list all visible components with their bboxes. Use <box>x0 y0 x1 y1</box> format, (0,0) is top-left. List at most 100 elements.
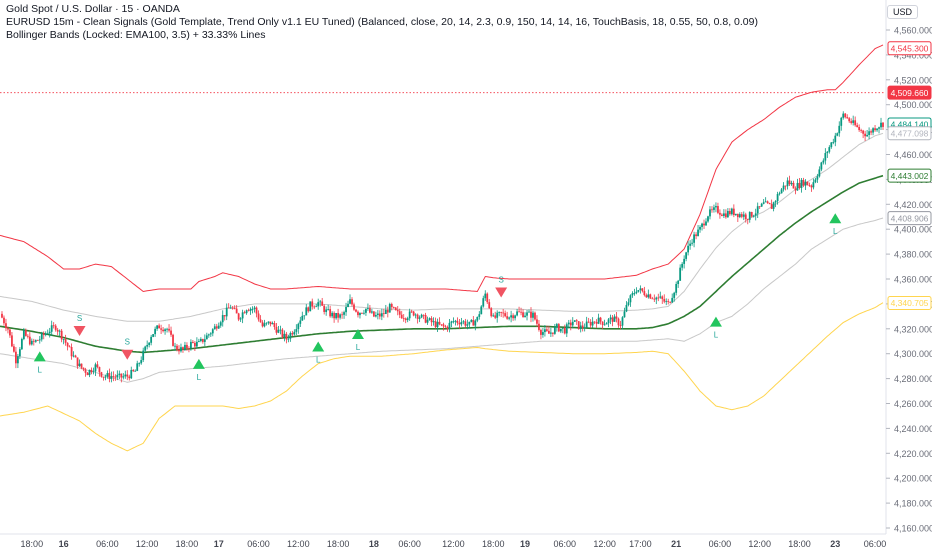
candle-body <box>567 322 570 325</box>
x-tick-label: 19 <box>520 539 530 549</box>
candle-body <box>553 327 556 334</box>
candle-body <box>858 126 861 131</box>
candle-body <box>160 328 162 330</box>
candle-body <box>621 317 624 326</box>
candle-body <box>605 323 608 325</box>
x-tick-label: 18:00 <box>176 539 199 549</box>
y-tick-label: 4,200.000 <box>894 474 932 484</box>
candle-body <box>663 299 666 302</box>
candle-body <box>778 193 781 195</box>
candle-body <box>742 214 745 217</box>
candle-body <box>132 369 135 372</box>
candle-body <box>732 208 735 215</box>
candle-body <box>828 147 831 152</box>
candle-body <box>760 203 763 207</box>
candle-body <box>207 334 210 336</box>
candle-body <box>13 346 15 352</box>
candle-body <box>583 327 586 329</box>
candle-body <box>138 363 141 365</box>
candle-body <box>178 349 180 352</box>
candle-body <box>806 181 809 186</box>
candle-body <box>56 329 59 332</box>
candle-body <box>452 321 455 323</box>
candle-body <box>878 127 880 129</box>
candle-body <box>315 306 318 308</box>
candle-body <box>88 369 91 376</box>
candle-body <box>289 333 292 339</box>
candle-body <box>657 297 660 299</box>
candle-body <box>719 212 721 215</box>
candle-body <box>542 332 544 335</box>
candle-body <box>235 308 238 314</box>
y-tick-label: 4,260.000 <box>894 399 932 409</box>
candle-body <box>205 335 208 340</box>
candle-body <box>46 333 49 335</box>
candle-body <box>880 122 882 128</box>
candle-body <box>607 319 610 324</box>
candle-body <box>645 295 648 298</box>
candle-body <box>619 325 622 327</box>
currency-button[interactable]: USD <box>886 5 918 19</box>
candle-body <box>500 311 503 313</box>
candle-body <box>108 373 111 379</box>
candle-body <box>579 325 582 329</box>
candle-body <box>323 305 326 312</box>
candle-body <box>273 323 276 327</box>
candle-body <box>587 321 590 323</box>
candle-body <box>86 372 89 376</box>
long-signal-marker <box>192 358 205 369</box>
candle-body <box>245 310 248 314</box>
candle-body <box>734 213 737 215</box>
candle-body <box>504 313 507 317</box>
candle-body <box>76 357 79 367</box>
candle-body <box>597 317 600 324</box>
candle-body <box>357 311 359 316</box>
x-tick-label: 23 <box>830 539 840 549</box>
candle-body <box>750 212 753 217</box>
indicator-legend-signals[interactable]: EURUSD 15m - Clean Signals (Gold Templat… <box>6 16 758 28</box>
candle-body <box>62 339 65 340</box>
candle-body <box>681 263 684 268</box>
x-tick-label: 16 <box>59 539 69 549</box>
y-tick-label: 4,280.000 <box>894 374 932 384</box>
candle-body <box>802 179 805 186</box>
candle-body <box>454 320 457 322</box>
candle-body <box>156 325 159 329</box>
indicator-legend-bollinger[interactable]: Bollinger Bands (Locked: EMA100, 3.5) + … <box>6 29 266 41</box>
candle-body <box>26 335 29 337</box>
candle-body <box>9 329 11 336</box>
candle-body <box>715 206 717 208</box>
candle-body <box>728 211 731 215</box>
candle-body <box>526 312 528 316</box>
candle-body <box>782 185 785 190</box>
candle-body <box>430 318 433 323</box>
candle-body <box>866 134 868 137</box>
candle-body <box>738 214 741 218</box>
candle-body <box>154 328 157 335</box>
candle-body <box>142 350 145 361</box>
candle-body <box>870 131 872 133</box>
candle-body <box>40 333 43 340</box>
candle-body <box>150 336 153 343</box>
candle-body <box>547 330 550 334</box>
candle-body <box>277 329 280 333</box>
candle-body <box>502 312 505 314</box>
candle-body <box>432 321 435 323</box>
candle-body <box>631 293 634 296</box>
candle-body <box>484 293 487 299</box>
long-signal-label: L <box>833 227 838 236</box>
candle-body <box>116 374 119 378</box>
y-tick-label: 4,300.000 <box>894 349 932 359</box>
candle-body <box>563 327 566 334</box>
candle-body <box>824 153 827 161</box>
candle-body <box>52 325 55 327</box>
candle-body <box>32 340 35 342</box>
candle-body <box>390 304 393 308</box>
candle-body <box>438 321 441 325</box>
candle-body <box>347 303 349 308</box>
candle-body <box>271 323 274 325</box>
candle-body <box>506 316 509 319</box>
